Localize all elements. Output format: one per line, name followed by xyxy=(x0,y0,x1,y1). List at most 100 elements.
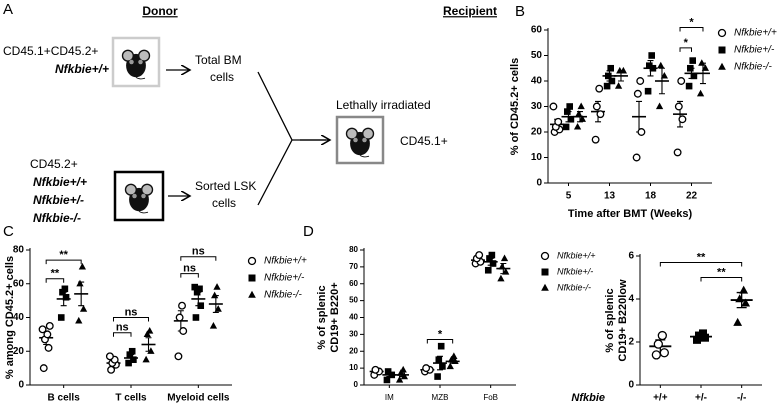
point xyxy=(213,283,221,290)
x-tick-label: T cells xyxy=(115,393,147,404)
point xyxy=(689,57,696,64)
point xyxy=(489,260,497,267)
point xyxy=(78,262,87,270)
y-axis-label: % of splenic xyxy=(316,285,328,349)
point xyxy=(733,317,743,326)
point xyxy=(130,356,137,363)
y-axis-label: CD19+ B220+ xyxy=(329,282,341,352)
point xyxy=(209,321,218,329)
x-tick-label: MZB xyxy=(432,393,449,402)
point xyxy=(43,330,52,339)
legend-marker xyxy=(718,46,726,54)
point xyxy=(607,64,614,72)
point xyxy=(632,153,641,162)
point xyxy=(128,347,136,355)
point xyxy=(616,66,624,74)
significance-label: ns xyxy=(116,322,129,334)
point xyxy=(567,115,575,123)
point xyxy=(648,52,655,59)
point xyxy=(564,108,571,115)
panel-label: B xyxy=(515,3,525,20)
point xyxy=(62,293,70,301)
point xyxy=(57,314,65,321)
point xyxy=(126,351,134,358)
y-tick-label: 20 xyxy=(349,346,358,355)
point xyxy=(143,330,151,338)
legend-label: Nfkbie+/- xyxy=(734,45,775,56)
diagram: Donor Recipient CD45.1+CD45.2+ Nfkbie+/+… xyxy=(3,4,497,225)
product: cells xyxy=(212,196,236,210)
y-tick-label: 60 xyxy=(13,278,25,289)
legend-marker xyxy=(717,28,727,38)
legend-label: Nfkbie-/- xyxy=(734,62,772,73)
point xyxy=(498,262,506,270)
point xyxy=(450,352,458,359)
point xyxy=(573,122,582,130)
recipient-heading: Recipient xyxy=(443,4,497,18)
point xyxy=(562,123,570,131)
point xyxy=(566,103,573,110)
significance-bracket xyxy=(180,256,217,261)
significance-bracket xyxy=(180,273,199,278)
y-tick-label: 80 xyxy=(349,245,358,254)
significance-label: ** xyxy=(697,251,706,263)
legend-marker xyxy=(718,62,726,70)
point xyxy=(646,62,653,69)
point xyxy=(439,363,446,370)
point xyxy=(447,355,456,363)
significance-label: ** xyxy=(59,249,68,261)
x-tick-label: +/- xyxy=(695,393,707,404)
point xyxy=(174,352,183,361)
point xyxy=(698,59,706,66)
y-tick-label: 20 xyxy=(13,346,25,357)
legend-label: Nfkbie-/- xyxy=(557,282,591,292)
point xyxy=(451,357,459,365)
cell-label: CD45.1+CD45.2+ xyxy=(3,44,98,58)
legend-label: Nfkbie+/+ xyxy=(557,250,596,260)
point xyxy=(636,77,645,85)
point xyxy=(400,372,409,380)
y-tick-label: 40 xyxy=(531,76,543,87)
x-tick-label: FoB xyxy=(483,393,498,402)
legend-marker xyxy=(248,274,256,282)
y-tick-label: 40 xyxy=(349,313,358,322)
y-axis-label: % of CD45.2+ cells xyxy=(509,58,521,156)
point xyxy=(608,77,616,85)
point xyxy=(147,347,155,354)
point xyxy=(595,84,604,93)
x-tick-label: IM xyxy=(385,393,394,402)
mouse-box xyxy=(111,36,161,88)
point xyxy=(696,89,705,97)
legend-marker xyxy=(248,290,256,298)
point xyxy=(75,316,83,324)
y-axis-label: % among CD45.2+ cells xyxy=(4,256,16,379)
point xyxy=(384,368,392,375)
y-tick-label: 80 xyxy=(13,245,25,256)
point xyxy=(125,359,132,367)
point xyxy=(677,77,686,85)
significance-bracket xyxy=(659,261,743,267)
genotype: Nfkbie-/- xyxy=(33,211,81,225)
y-tick-label: 0 xyxy=(18,380,24,391)
cell-label: CD45.1+ xyxy=(400,134,448,148)
point xyxy=(577,102,585,110)
y-axis-label: CD19+ B220low xyxy=(617,279,629,362)
genotype: Nfkbie+/+ xyxy=(33,175,87,189)
point xyxy=(475,251,484,260)
point xyxy=(175,313,184,322)
legend-label: Nfkbie+/- xyxy=(557,266,593,276)
point xyxy=(605,72,612,80)
point xyxy=(484,266,492,274)
panel-label: D xyxy=(303,223,314,240)
point xyxy=(739,285,749,294)
point xyxy=(592,102,601,111)
panel-label: C xyxy=(3,223,14,240)
point xyxy=(79,305,88,312)
significance-label: ** xyxy=(51,268,60,280)
chart: 0 2 4 6 % of splenic CD19+ B220low +/+ +/- -/- Nf… xyxy=(571,251,762,404)
point xyxy=(142,355,150,363)
y-tick-label: 10 xyxy=(349,363,358,372)
significance-label: * xyxy=(684,37,689,49)
point xyxy=(146,327,154,334)
point xyxy=(488,251,496,259)
